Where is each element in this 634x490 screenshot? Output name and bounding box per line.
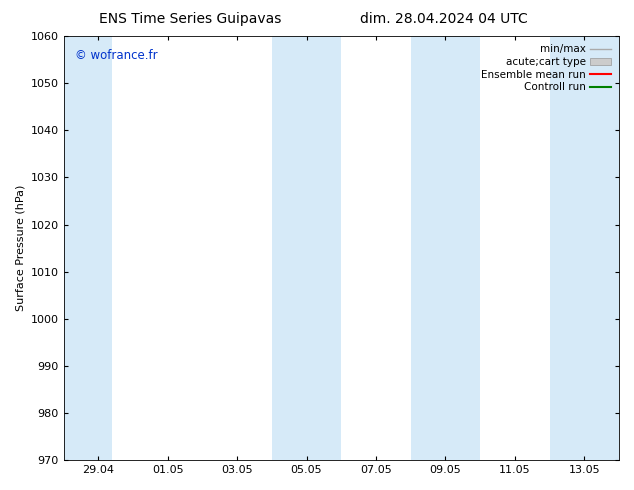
Bar xyxy=(63,36,112,460)
Bar xyxy=(550,36,619,460)
Text: dim. 28.04.2024 04 UTC: dim. 28.04.2024 04 UTC xyxy=(360,12,527,26)
Text: © wofrance.fr: © wofrance.fr xyxy=(75,49,157,62)
Text: ENS Time Series Guipavas: ENS Time Series Guipavas xyxy=(99,12,281,26)
Bar xyxy=(411,36,480,460)
Legend: min/max, acute;cart type, Ensemble mean run, Controll run: min/max, acute;cart type, Ensemble mean … xyxy=(478,41,614,96)
Y-axis label: Surface Pressure (hPa): Surface Pressure (hPa) xyxy=(15,185,25,311)
Bar xyxy=(272,36,341,460)
